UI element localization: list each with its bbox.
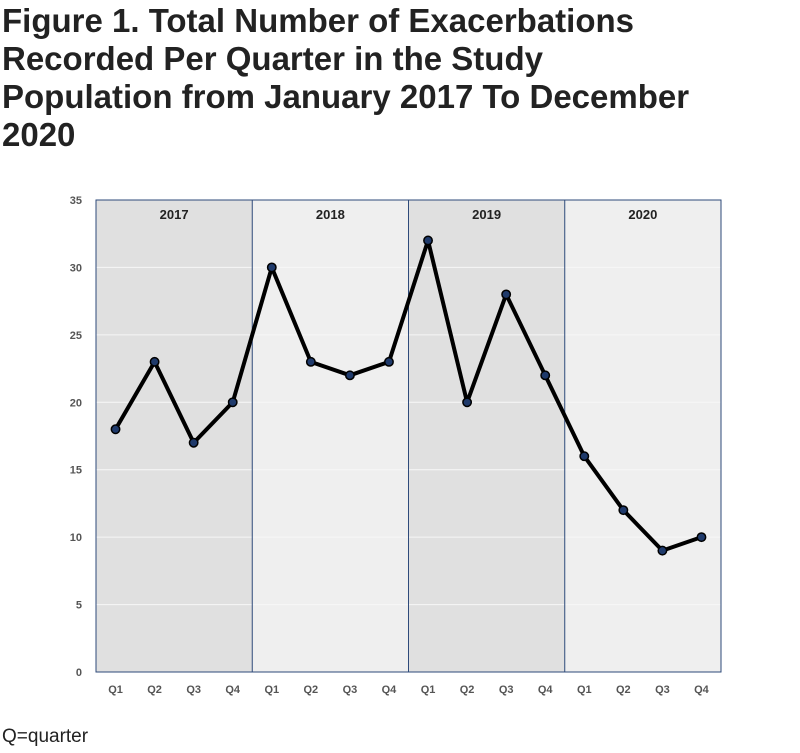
x-tick-label: Q4	[694, 684, 710, 696]
year-band-2017	[96, 200, 253, 672]
x-tick-label: Q1	[421, 684, 436, 696]
plot-frame	[95, 199, 722, 673]
year-band-2019	[408, 200, 565, 672]
data-point	[188, 437, 199, 448]
series-line	[113, 238, 704, 553]
y-tick-label: 20	[70, 397, 82, 409]
x-tick-label: Q4	[225, 684, 241, 696]
year-bands	[96, 200, 721, 672]
y-tick-label: 30	[70, 262, 82, 274]
y-tick-label: 5	[76, 600, 82, 612]
data-point	[305, 356, 316, 367]
y-axis-ticks: 0 5 10 15 20 25 30 35	[70, 195, 82, 679]
x-tick-label: Q3	[186, 684, 201, 696]
data-point	[344, 370, 355, 381]
year-band-2018	[252, 200, 409, 672]
footnote: Q=quarter	[2, 726, 89, 747]
y-tick-label: 10	[70, 532, 82, 544]
data-point	[696, 532, 707, 543]
data-point	[618, 505, 629, 516]
x-tick-label: Q2	[616, 684, 631, 696]
data-point	[149, 356, 160, 367]
x-tick-label: Q2	[304, 684, 319, 696]
year-labels: 2017 2018 2019 2020	[160, 207, 658, 222]
data-point	[540, 370, 551, 381]
year-label-2020: 2020	[628, 207, 657, 222]
x-tick-label: Q4	[382, 684, 398, 696]
x-tick-label: Q4	[538, 684, 554, 696]
data-point	[579, 451, 590, 462]
x-tick-label: Q2	[460, 684, 475, 696]
year-label-2017: 2017	[160, 207, 189, 222]
x-axis-ticks: Q1 Q2 Q3 Q4 Q1 Q2 Q3 Q4 Q1 Q2 Q3 Q4 Q1 Q2 Q3 Q4	[108, 684, 709, 696]
data-point	[657, 545, 668, 556]
x-tick-label: Q1	[577, 684, 592, 696]
year-dividers	[251, 200, 566, 672]
year-band-2020	[564, 200, 721, 672]
data-point	[462, 397, 473, 408]
y-tick-label: 25	[70, 330, 82, 342]
y-tick-label: 0	[76, 667, 82, 679]
chart-title: Figure 1. Total Number of Exacerbations …	[2, 2, 690, 153]
data-point	[501, 289, 512, 300]
data-point	[110, 424, 121, 435]
x-tick-label: Q3	[499, 684, 514, 696]
x-tick-label: Q1	[264, 684, 279, 696]
year-label-2018: 2018	[316, 207, 345, 222]
y-tick-label: 15	[70, 465, 82, 477]
series-points	[110, 235, 707, 556]
x-tick-label: Q3	[343, 684, 358, 696]
year-label-2019: 2019	[472, 207, 501, 222]
y-tick-label: 35	[70, 195, 82, 207]
data-point	[266, 262, 277, 273]
x-tick-label: Q3	[655, 684, 670, 696]
x-tick-label: Q2	[147, 684, 162, 696]
data-point	[384, 356, 394, 367]
x-tick-label: Q1	[108, 684, 123, 696]
data-point	[227, 397, 238, 408]
data-point	[423, 235, 433, 246]
